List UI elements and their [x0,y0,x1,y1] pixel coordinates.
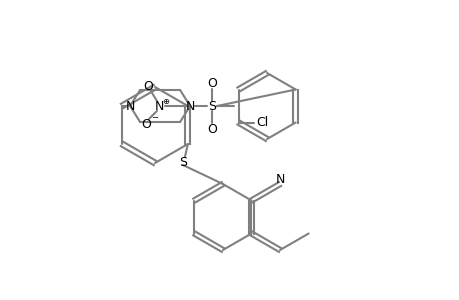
Text: N: N [275,172,284,185]
Text: −: − [151,113,158,122]
Text: N: N [125,100,134,112]
Text: O: O [140,118,151,130]
Text: Cl: Cl [256,116,268,129]
Text: O: O [143,80,152,92]
Text: S: S [179,155,186,169]
Text: N: N [155,100,164,112]
Text: O: O [207,122,217,136]
Text: ⊕: ⊕ [162,97,169,106]
Text: O: O [207,76,217,89]
Text: N: N [185,100,194,112]
Text: S: S [207,100,216,112]
